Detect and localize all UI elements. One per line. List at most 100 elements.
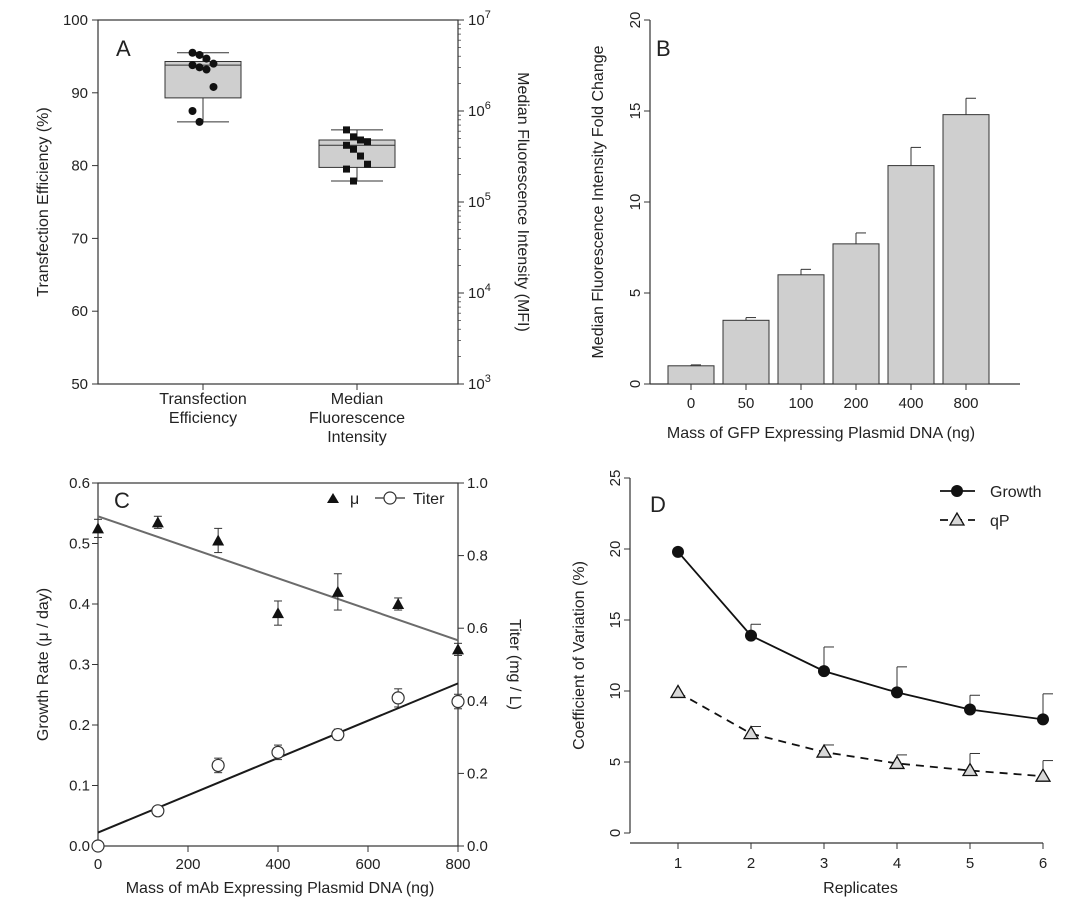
y2-tick-label: 0.6 (467, 620, 488, 637)
bar (722, 319, 770, 385)
data-point (272, 607, 284, 619)
panel-label-d: D (650, 492, 666, 517)
data-point (669, 684, 687, 699)
panel-d: D 0 5 10 15 20 25 1 2 3 4 5 6 Coefficient of Variatio… (571, 470, 1053, 897)
y2-tick-label: 106 (468, 100, 491, 120)
plot-frame (97, 482, 459, 847)
y-tick-label: 0.1 (69, 778, 90, 795)
x-tick-label: 400 (265, 856, 290, 873)
y-tick-label: 0.5 (69, 536, 90, 553)
y-axis-label: Median Fluorescence Intensity Fold Chang… (590, 45, 607, 358)
data-point (357, 152, 364, 160)
y-tick-label: 0.4 (69, 596, 90, 613)
x-tick-label: 800 (953, 395, 978, 412)
x-axis-label: Replicates (823, 880, 898, 897)
x-tick-label: 50 (738, 395, 755, 412)
data-point (350, 133, 357, 141)
y2-tick-label: 0.0 (467, 838, 488, 855)
legend-marker-titer (383, 491, 397, 505)
bar (887, 165, 935, 385)
legend-label-titer: Titer (413, 491, 445, 508)
data-point (343, 141, 350, 149)
panel-label-c: C (114, 488, 130, 513)
data-point (343, 126, 350, 134)
y-tick-label: 20 (607, 541, 624, 558)
data-point (888, 755, 906, 770)
y-tick-label: 70 (71, 230, 88, 247)
data-point (151, 516, 164, 528)
bar (942, 114, 990, 385)
series-line (677, 551, 1044, 721)
data-point (209, 82, 218, 91)
data-point (188, 107, 197, 115)
y-tick-label: 0.6 (69, 475, 90, 492)
data-point (91, 839, 105, 853)
data-point (745, 629, 757, 642)
data-point (271, 745, 285, 759)
y-tick-label: 0.3 (69, 657, 90, 674)
x-tick-label: 6 (1039, 855, 1047, 872)
x-tick-label: 2 (747, 855, 755, 872)
y-axis-label: Transfection Efficiency (%) (35, 107, 52, 296)
y2-tick-label: 103 (468, 373, 491, 393)
panel-b: B 0 5 10 15 20 Median Fluorescence Intensity F… (590, 12, 1020, 442)
y-tick-label: 10 (627, 194, 644, 211)
data-point (891, 686, 903, 699)
x-tick-label: 4 (893, 855, 901, 872)
box-iqr (164, 60, 242, 99)
y-tick-label: 0.0 (69, 838, 90, 855)
series-line (677, 691, 1044, 778)
x-tick-label: 0 (94, 856, 102, 873)
x-tick-label: 600 (355, 856, 380, 873)
y-tick-label: 0 (607, 829, 624, 837)
y-tick-label: 0 (627, 380, 644, 388)
y-tick-label: 15 (627, 103, 644, 120)
data-point (188, 61, 197, 70)
data-point (350, 145, 357, 153)
data-point (392, 598, 405, 609)
legend-marker-growth (951, 485, 963, 497)
x-axis-label: Mass of mAb Expressing Plasmid DNA (ng) (126, 880, 435, 897)
data-point (188, 48, 197, 57)
legend-marker-qp (948, 511, 966, 526)
data-point (209, 59, 218, 68)
x-tick-label: 800 (445, 856, 470, 873)
data-point (331, 585, 344, 597)
data-point (452, 643, 464, 655)
data-point (364, 160, 371, 168)
data-point (964, 703, 976, 716)
y-tick-label: 10 (607, 683, 624, 700)
x-category-label: Transfection Efficiency (159, 391, 246, 427)
bar (777, 274, 825, 385)
data-point (211, 758, 225, 773)
y2-tick-label: 1.0 (467, 475, 488, 492)
y2-tick-label: 0.2 (467, 765, 488, 782)
data-point (818, 665, 830, 678)
x-category-label: Median Fluorescence Intensity (309, 391, 405, 446)
x-tick-label: 3 (820, 855, 828, 872)
data-point (202, 65, 211, 74)
panel-c: C 0.0 0.1 0.2 0.3 0.4 0.5 0.6 0.0 0.2 0.4 0.6 0.8 1.0… (35, 475, 523, 897)
data-point (212, 534, 225, 546)
data-point (151, 804, 165, 818)
data-point (1037, 713, 1049, 726)
y2-axis-label: Median Fluorescence Intensity (MFI) (514, 72, 531, 332)
panel-label-b: B (656, 36, 671, 61)
y2-tick-label: 107 (468, 9, 491, 29)
y-tick-label: 15 (607, 612, 624, 629)
x-tick-label: 1 (674, 855, 682, 872)
y-tick-label: 0.2 (69, 717, 90, 734)
legend-marker-mu (327, 493, 339, 503)
y-tick-label: 5 (607, 758, 624, 766)
plot-frame (97, 19, 459, 385)
data-point (350, 177, 357, 185)
x-tick-label: 0 (687, 395, 695, 412)
legend-label-growth: Growth (990, 484, 1042, 501)
data-point (92, 522, 104, 534)
x-tick-label: 200 (843, 395, 868, 412)
data-point (672, 545, 684, 558)
y-tick-label: 100 (63, 12, 88, 29)
data-point (1034, 767, 1052, 782)
data-point (364, 138, 371, 146)
